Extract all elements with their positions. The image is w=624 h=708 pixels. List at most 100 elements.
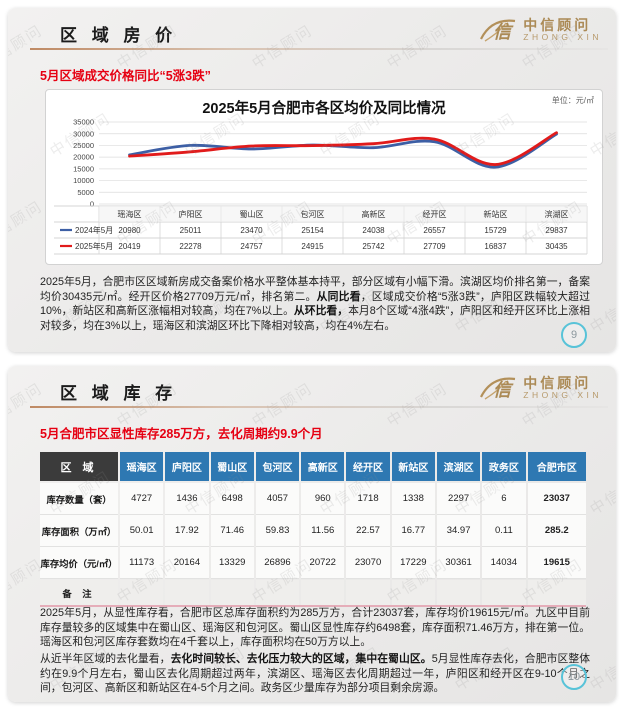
price-line-chart: 0 5000 10000 15000 20000 25000 30000 35000 瑶海区 庐阳… — [54, 116, 594, 258]
svg-text:新站区: 新站区 — [484, 209, 508, 219]
page-number: 10 — [567, 671, 581, 683]
inventory-cell — [346, 580, 390, 605]
watermark-text: 中信顾问 — [587, 468, 616, 519]
inventory-cell: 59.83 — [255, 515, 300, 547]
inventory-cell — [255, 580, 300, 605]
inventory-column-header: 瑶海区 — [120, 452, 164, 481]
inventory-table-header: 区 域瑶海区 庐阳区 蜀山区 包河区 高新区 经开区 新站区 滨湖区 政务区 合肥市区 — [40, 452, 586, 481]
inventory-column-header: 庐阳区 — [165, 452, 209, 481]
svg-text:15000: 15000 — [73, 164, 94, 173]
slide-regional-inventory: 区 域 库 存 信 中信顾问 ZHONG XIN 5月合肥市区显性库存285万方… — [8, 366, 616, 702]
text-segment: 2025年5月，从显性库存看，合肥市区总库存面积约为285万方，合计23037套… — [40, 607, 590, 648]
watermark-text: 中信顾问 — [587, 286, 616, 337]
svg-text:25000: 25000 — [73, 141, 94, 150]
svg-text:高新区: 高新区 — [362, 209, 386, 219]
inventory-cell — [210, 580, 254, 605]
inventory-corner-cell: 区 域 — [40, 452, 118, 481]
svg-text:24038: 24038 — [362, 226, 385, 235]
inventory-cell: 20722 — [301, 547, 345, 579]
svg-text:10000: 10000 — [73, 176, 94, 185]
svg-text:5000: 5000 — [77, 188, 94, 197]
inventory-table-bottom-border — [40, 605, 586, 607]
svg-text:2025年5月: 2025年5月 — [75, 241, 113, 251]
svg-text:16837: 16837 — [484, 242, 507, 251]
svg-text:瑶海区: 瑶海区 — [118, 209, 142, 219]
inventory-cell: 2297 — [436, 483, 481, 515]
inventory-cell: 22.57 — [346, 515, 390, 547]
svg-text:24915: 24915 — [301, 242, 324, 251]
inventory-cell: 6 — [482, 483, 526, 515]
inventory-column-header: 新站区 — [391, 452, 435, 481]
svg-text:滨湖区: 滨湖区 — [545, 209, 569, 219]
inventory-cell — [436, 580, 481, 605]
inventory-table-row: 库存均价（元/㎡） 11173 20164 13329 26896 20722 23070 1… — [40, 547, 586, 579]
inventory-table-row: 库存面积（万㎡） 50.01 17.92 71.46 59.83 11.56 22.57 16… — [40, 515, 586, 547]
svg-text:25011: 25011 — [180, 226, 202, 235]
inventory-cell: 30361 — [436, 547, 481, 579]
watermark-text: 中信顾问 — [8, 198, 46, 249]
inventory-cell: 4057 — [255, 483, 300, 515]
svg-text:庐阳区: 庐阳区 — [179, 209, 203, 219]
svg-text:29837: 29837 — [545, 226, 568, 235]
svg-text:26557: 26557 — [423, 226, 446, 235]
inventory-cell: 13329 — [210, 547, 254, 579]
inventory-cell: 960 — [301, 483, 345, 515]
inventory-cell: 0.11 — [482, 515, 526, 547]
inventory-cell: 6498 — [210, 483, 254, 515]
inventory-column-header: 蜀山区 — [210, 452, 254, 481]
inventory-cell: 34.97 — [436, 515, 481, 547]
watermark-text: 中信顾问 — [384, 380, 451, 431]
text-segment: 从近半年区域的去化量看， — [40, 653, 171, 665]
inventory-cell: 1436 — [165, 483, 209, 515]
svg-text:27709: 27709 — [423, 242, 446, 251]
inventory-cell: 11.56 — [301, 515, 345, 547]
inventory-row-label: 库存面积（万㎡） — [40, 515, 118, 547]
watermark-text: 中信顾问 — [384, 22, 451, 73]
text-segment: 去化时间较长、去化压力较大的区域，集中在蜀山区。 — [170, 653, 432, 665]
inventory-cell: 20164 — [165, 547, 209, 579]
logo-name-cn: 中信顾问 — [523, 17, 592, 34]
price-chart-card: 2025年5月合肥市各区均价及同比情况 单位：元/㎡ 0 5000 10000 150… — [45, 89, 603, 265]
inventory-row-label: 备 注 — [40, 580, 118, 605]
company-logo: 信 中信顾问 ZHONG XIN — [479, 16, 602, 44]
inventory-column-header: 合肥市区 — [527, 452, 586, 481]
slide2-title: 区 域 库 存 — [60, 384, 178, 403]
slide2-analysis-text-1: 2025年5月，从显性库存看，合肥市区总库存面积约为285万方，合计23037套… — [40, 606, 590, 650]
inventory-cell: 1718 — [346, 483, 390, 515]
inventory-table-row: 备 注 — [40, 580, 586, 605]
logo-text: 中信顾问 ZHONG XIN — [523, 376, 602, 400]
inventory-cell: 17.92 — [165, 515, 209, 547]
slide-regional-price: 区 域 房 价 信 中信顾问 ZHONG XIN 5月区域成交价格同比“5涨3跌… — [8, 8, 616, 352]
svg-text:23470: 23470 — [240, 226, 263, 235]
watermark-text: 中信顾问 — [587, 644, 616, 695]
inventory-cell: 26896 — [255, 547, 300, 579]
inventory-cell: 4727 — [120, 483, 164, 515]
logo-text: 中信顾问 ZHONG XIN — [523, 18, 602, 42]
inventory-cell: 17229 — [391, 547, 435, 579]
logo-mark-icon: 信 — [480, 377, 516, 400]
inventory-cell — [391, 580, 435, 605]
svg-text:15729: 15729 — [484, 226, 507, 235]
inventory-column-header: 经开区 — [346, 452, 390, 481]
slide1-title: 区 域 房 价 — [60, 26, 178, 45]
watermark-text: 中信顾问 — [249, 22, 316, 73]
svg-text:24757: 24757 — [240, 242, 263, 251]
svg-text:蜀山区: 蜀山区 — [240, 209, 264, 219]
inventory-cell — [301, 580, 345, 605]
svg-text:22278: 22278 — [179, 242, 202, 251]
text-segment: 2025年5月，合肥市区区域新房成交备案价格水平整体基本持平，部分区域有小幅下滑… — [40, 276, 590, 303]
inventory-cell — [120, 580, 164, 605]
slide2-analysis-text-2: 从近半年区域的去化量看，去化时间较长、去化压力较大的区域，集中在蜀山区。5月显性… — [40, 652, 590, 696]
inventory-row-label: 库存均价（元/㎡） — [40, 547, 118, 579]
inventory-cell — [482, 580, 526, 605]
inventory-cell: 71.46 — [210, 515, 254, 547]
inventory-table: 区 域瑶海区 庐阳区 蜀山区 包河区 高新区 经开区 新站区 滨湖区 政务区 合肥市区 库存数量（套… — [40, 452, 586, 607]
svg-text:经开区: 经开区 — [423, 209, 447, 219]
logo-name-cn: 中信顾问 — [523, 375, 592, 392]
page-number-badge: 10 — [561, 664, 587, 690]
svg-text:20419: 20419 — [118, 242, 141, 251]
text-segment: 从同比看 — [316, 290, 361, 303]
svg-text:0: 0 — [90, 200, 94, 209]
logo-name-en: ZHONG XIN — [523, 389, 602, 400]
